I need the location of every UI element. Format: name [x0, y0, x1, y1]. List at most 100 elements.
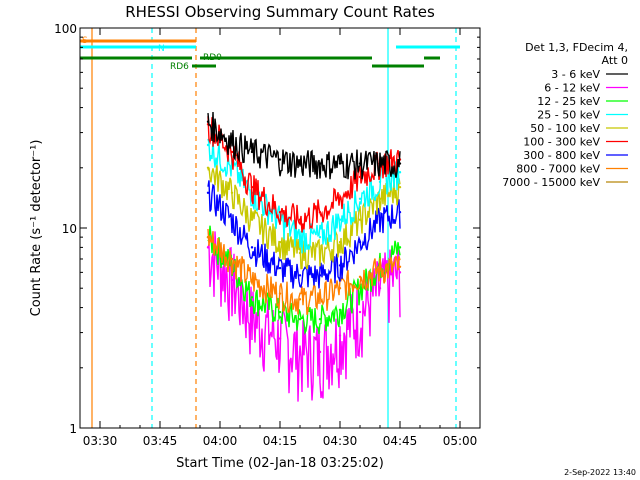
data-point: [206, 120, 210, 123]
series-6-12-kev: [206, 231, 402, 402]
series-line: [207, 231, 401, 402]
series-layer: [206, 111, 402, 402]
data-point: [318, 210, 322, 214]
data-point: [318, 274, 322, 277]
data-point: [358, 162, 362, 165]
data-point: [298, 298, 302, 301]
data-point: [338, 162, 342, 165]
data-point: [230, 140, 234, 143]
x-tick-label: 04:30: [323, 434, 358, 448]
data-point: [318, 296, 322, 299]
data-point: [230, 150, 234, 154]
data-point: [398, 271, 402, 274]
series-300-800-kev: [206, 180, 402, 289]
y-tick-label: 100: [54, 22, 77, 36]
data-point: [378, 287, 382, 290]
data-point: [398, 185, 402, 189]
data-point: [338, 218, 342, 221]
data-point: [318, 350, 322, 354]
series-line: [207, 228, 401, 315]
chart-title: RHESSI Observing Summary Count Rates: [125, 3, 435, 21]
legend-header: Att 0: [602, 54, 628, 67]
data-point: [298, 251, 302, 255]
x-tick-label: 03:45: [143, 434, 178, 448]
data-point: [278, 310, 282, 314]
y-axis-label: Count Rate (s⁻¹ detector⁻¹): [29, 140, 44, 317]
data-point: [230, 257, 234, 261]
data-point: [250, 246, 254, 249]
series-800-7000-kev: [206, 228, 402, 315]
data-point: [278, 158, 282, 161]
data-point: [278, 292, 282, 295]
y-tick-label: 10: [62, 222, 77, 236]
data-point: [206, 191, 210, 194]
series-line: [207, 111, 401, 180]
data-point: [398, 210, 402, 214]
data-point: [378, 268, 382, 271]
data-point: [298, 274, 302, 277]
data-point: [318, 235, 322, 239]
data-point: [250, 150, 254, 154]
data-point: [358, 218, 362, 221]
data-point: [250, 218, 254, 221]
series-3-6-kev: [206, 111, 402, 180]
legend-label: 25 - 50 keV: [537, 109, 600, 122]
data-point: [298, 218, 302, 221]
data-point: [398, 265, 402, 268]
legend-header: Det 1,3, FDecim 4,: [525, 41, 628, 54]
legend-label: 6 - 12 keV: [544, 82, 600, 95]
state-bars: S N RD0 RD6: [80, 36, 460, 72]
data-point: [298, 317, 302, 321]
legend-label: 50 - 100 keV: [530, 122, 600, 135]
x-tick-label: 04:00: [203, 434, 238, 448]
x-tick-label: 04:15: [263, 434, 298, 448]
data-point: [358, 197, 362, 200]
data-point: [318, 162, 322, 165]
legend-label: 12 - 25 keV: [537, 95, 600, 108]
legend-label: 3 - 6 keV: [551, 68, 600, 81]
data-point: [206, 235, 210, 239]
data-point: [318, 251, 322, 255]
series-line: [207, 164, 401, 270]
data-point: [338, 240, 342, 244]
data-point: [358, 275, 362, 279]
data-point: [250, 296, 254, 299]
data-point: [358, 240, 362, 244]
series-line: [207, 180, 401, 289]
data-point: [250, 185, 254, 189]
series-line: [207, 225, 401, 336]
data-point: [398, 246, 402, 249]
x-tick-label: 03:30: [83, 434, 118, 448]
y-tick-label: 1: [69, 422, 77, 436]
series-line: [207, 116, 401, 233]
data-point: [250, 315, 254, 318]
data-point: [278, 266, 282, 270]
data-point: [338, 334, 342, 337]
data-point: [318, 317, 322, 321]
legend-label: 800 - 7000 keV: [516, 163, 600, 176]
data-point: [278, 337, 282, 340]
state-bar-label: RD0: [203, 53, 222, 63]
state-bar-label: S: [82, 36, 88, 46]
data-point: [338, 197, 342, 200]
data-point: [230, 191, 234, 194]
data-point: [378, 180, 382, 184]
data-point: [338, 287, 342, 290]
data-point: [338, 264, 342, 267]
data-point: [206, 143, 210, 147]
y-axis-ticks: 1 10 100: [54, 22, 480, 436]
series-line: [207, 138, 401, 254]
data-point: [298, 162, 302, 165]
data-point: [358, 310, 362, 314]
data-point: [398, 162, 402, 165]
x-axis-ticks: 03:30 03:45 04:00 04:15 04:30 04:45 05:00: [83, 28, 477, 448]
series-50-100-kev: [206, 164, 402, 270]
data-point: [230, 278, 234, 282]
data-point: [278, 210, 282, 214]
data-point: [298, 235, 302, 239]
data-point: [250, 278, 254, 282]
x-tick-label: 04:45: [383, 434, 418, 448]
